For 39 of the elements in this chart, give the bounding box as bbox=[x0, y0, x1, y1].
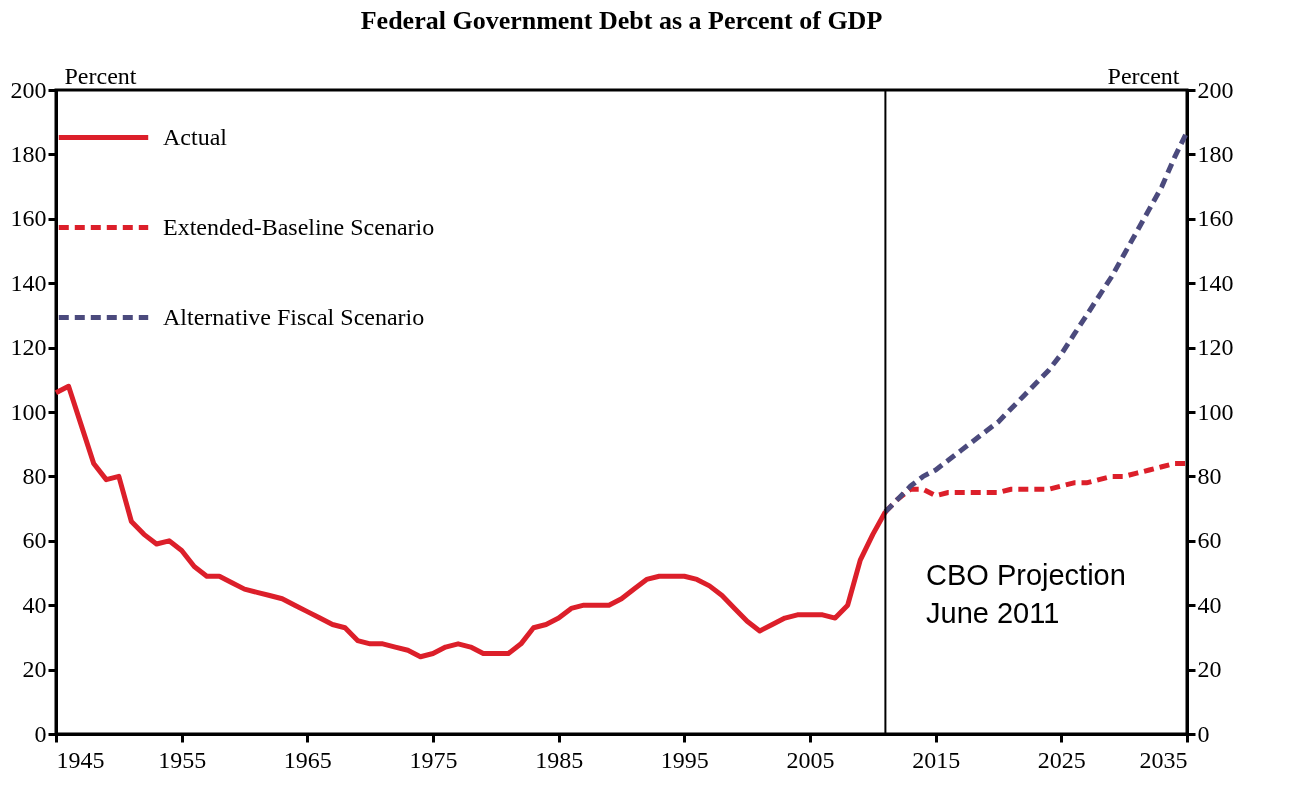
y-tick-label: 120 bbox=[10, 334, 47, 361]
y-tick-label: 40 bbox=[22, 591, 47, 618]
y2-tick-label: 80 bbox=[1197, 462, 1222, 489]
x-tick-label: 1975 bbox=[409, 746, 458, 773]
y2-tick-label: 100 bbox=[1197, 398, 1234, 425]
y-axis-title: Percent bbox=[64, 62, 137, 89]
legend-label: Actual bbox=[163, 123, 228, 150]
x-tick-label: 1995 bbox=[660, 746, 709, 773]
y-tick-label: 100 bbox=[10, 398, 47, 425]
y2-tick-label: 0 bbox=[1197, 720, 1210, 747]
y-tick-label: 160 bbox=[10, 205, 47, 232]
x-tick-label: 2015 bbox=[912, 746, 961, 773]
y2-tick-label: 60 bbox=[1197, 527, 1222, 554]
y2-tick-label: 200 bbox=[1197, 76, 1234, 103]
y-tick-label: 0 bbox=[34, 720, 47, 747]
legend-label: Alternative Fiscal Scenario bbox=[163, 303, 425, 330]
x-tick-label: 2025 bbox=[1037, 746, 1086, 773]
y-tick-label: 200 bbox=[10, 76, 47, 103]
x-tick-label: 1955 bbox=[158, 746, 207, 773]
x-tick-label: 1965 bbox=[283, 746, 332, 773]
x-tick-label: 1945 bbox=[56, 746, 105, 773]
y-tick-label: 180 bbox=[10, 140, 47, 167]
y-tick-label: 20 bbox=[22, 656, 47, 683]
y-tick-label: 80 bbox=[22, 462, 47, 489]
annotation: CBO Projection June 2011 bbox=[926, 559, 1126, 629]
x-tick-label: 2005 bbox=[786, 746, 835, 773]
x-tick-label: 2035 bbox=[1139, 746, 1188, 773]
y2-tick-label: 180 bbox=[1197, 140, 1234, 167]
y-tick-label: 140 bbox=[10, 269, 47, 296]
y2-tick-label: 160 bbox=[1197, 205, 1234, 232]
y2-tick-label: 20 bbox=[1197, 656, 1222, 683]
legend-label: Extended-Baseline Scenario bbox=[163, 213, 435, 240]
y2-tick-label: 140 bbox=[1197, 269, 1234, 296]
y2-tick-label: 40 bbox=[1197, 591, 1222, 618]
x-tick-label: 1985 bbox=[535, 746, 584, 773]
y2-axis-title: Percent bbox=[1107, 62, 1180, 89]
chart-title: Federal Government Debt as a Percent of GDP bbox=[360, 6, 883, 35]
y-tick-label: 60 bbox=[22, 527, 47, 554]
y2-tick-label: 120 bbox=[1197, 334, 1234, 361]
